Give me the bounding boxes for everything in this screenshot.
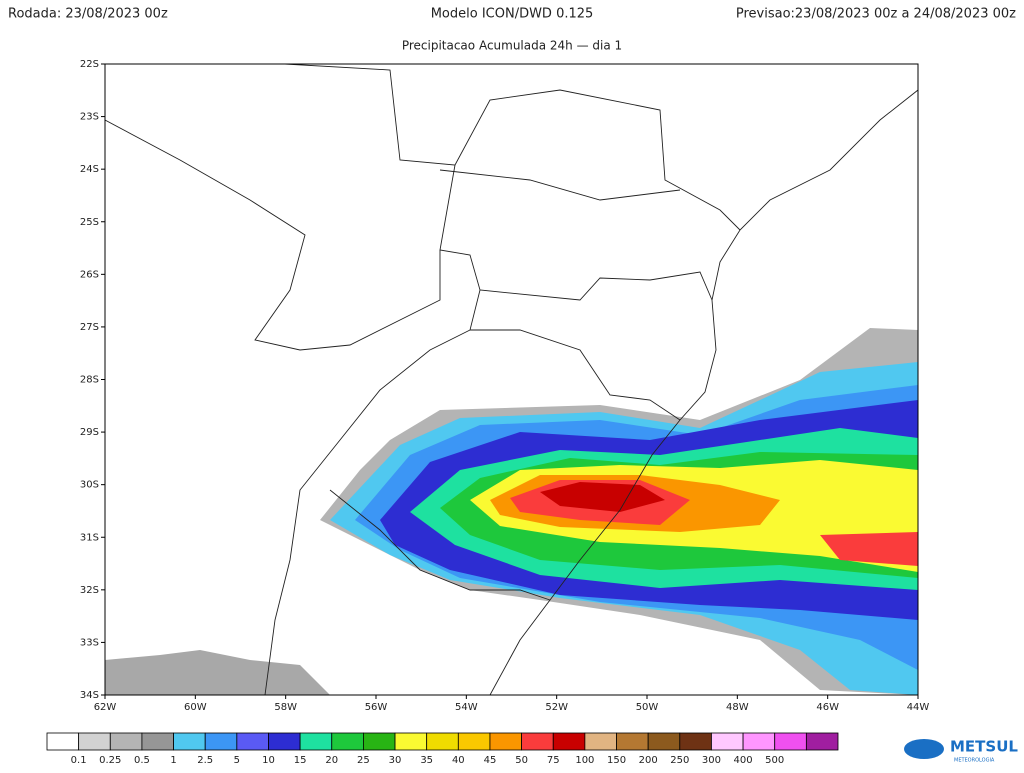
colorbar-label: 10 (262, 755, 275, 766)
lat-label: 22S (80, 59, 99, 70)
colorbar-label: 75 (547, 755, 560, 766)
lon-label: 52W (545, 702, 568, 713)
lat-label: 23S (80, 112, 99, 123)
precip-field (105, 64, 918, 695)
colorbar-label: 50 (515, 755, 528, 766)
logo-name: METSUL (950, 738, 1018, 756)
colorbar-label: 5 (234, 755, 240, 766)
lon-label: 50W (636, 702, 659, 713)
run-label: Rodada: 23/08/2023 00z (8, 7, 168, 22)
colorbar-label: 500 (765, 755, 784, 766)
colorbar-box (647, 732, 681, 751)
lon-label: 48W (726, 702, 749, 713)
lat-label: 28S (80, 375, 99, 386)
colorbar-box (774, 732, 807, 751)
colorbar-box (742, 732, 776, 751)
colorbar-label: 300 (702, 755, 721, 766)
logo: METSUL METEOROLOGIA (904, 738, 1018, 764)
colorbar-label: 2.5 (197, 755, 213, 766)
lon-label: 44W (907, 702, 930, 713)
colorbar-box (805, 732, 839, 751)
colorbar-label: 35 (420, 755, 433, 766)
colorbar-label: 0.25 (99, 755, 121, 766)
colorbar-label: 30 (389, 755, 402, 766)
colorbar-box (78, 732, 111, 751)
colorbar-box (236, 732, 269, 751)
model-label: Modelo ICON/DWD 0.125 (431, 7, 594, 22)
colorbar-label: 0.5 (134, 755, 150, 766)
colorbar-box (679, 732, 712, 751)
colorbar-box (173, 732, 206, 751)
lon-label: 60W (184, 702, 207, 713)
lon-label: 58W (274, 702, 297, 713)
colorbar-label: 150 (607, 755, 626, 766)
colorbar-box (457, 732, 491, 751)
colorbar-box (204, 732, 238, 751)
lat-label: 33S (80, 637, 99, 648)
lon-label: 46W (816, 702, 839, 713)
lon-label: 62W (94, 702, 117, 713)
lat-label: 29S (80, 427, 99, 438)
lat-label: 30S (80, 480, 99, 491)
colorbar-box (331, 732, 364, 751)
colorbar-label: 200 (639, 755, 658, 766)
colorbar-box (584, 732, 617, 751)
colorbar-label: 45 (484, 755, 497, 766)
lat-label: 25S (80, 217, 99, 228)
logo-tagline: METEOROLOGIA (954, 758, 995, 764)
colorbar-box (711, 732, 744, 751)
subtitle: Precipitacao Acumulada 24h — dia 1 (402, 39, 622, 53)
lat-label: 24S (80, 164, 99, 175)
lon-label: 56W (365, 702, 388, 713)
lon-label: 54W (455, 702, 478, 713)
colorbar-label: 25 (357, 755, 370, 766)
colorbar-box (521, 732, 554, 751)
colorbar-box (109, 732, 143, 751)
lat-label: 32S (80, 585, 99, 596)
colorbar-label: 15 (294, 755, 307, 766)
axes: 22S23S24S25S26S27S28S29S30S31S32S33S34S6… (80, 59, 929, 713)
colorbar-box (426, 732, 459, 751)
colorbar-box (46, 732, 80, 751)
colorbar-label: 400 (734, 755, 753, 766)
colorbar-label: 250 (670, 755, 689, 766)
colorbar-box (141, 732, 174, 751)
colorbar: 0.1 0.25 0.5 1 2.5 5 10 15 20 25 30 35 40 45 50 75 100 15… (46, 732, 839, 766)
colorbar-box (394, 732, 428, 751)
colorbar-box (268, 732, 301, 751)
colorbar-box (552, 732, 586, 751)
colorbar-label: 0.1 (71, 755, 87, 766)
colorbar-label: 20 (325, 755, 338, 766)
colorbar-box (299, 732, 333, 751)
lat-label: 27S (80, 322, 99, 333)
colorbar-label: 1 (170, 755, 176, 766)
forecast-label: Previsao:23/08/2023 00z a 24/08/2023 00z (736, 7, 1016, 22)
lat-label: 34S (80, 690, 99, 701)
colorbar-label: 100 (575, 755, 594, 766)
lat-label: 26S (80, 269, 99, 280)
colorbar-label: 40 (452, 755, 465, 766)
colorbar-box (362, 732, 396, 751)
lat-label: 31S (80, 532, 99, 543)
colorbar-box (616, 732, 649, 751)
colorbar-box (489, 732, 522, 751)
